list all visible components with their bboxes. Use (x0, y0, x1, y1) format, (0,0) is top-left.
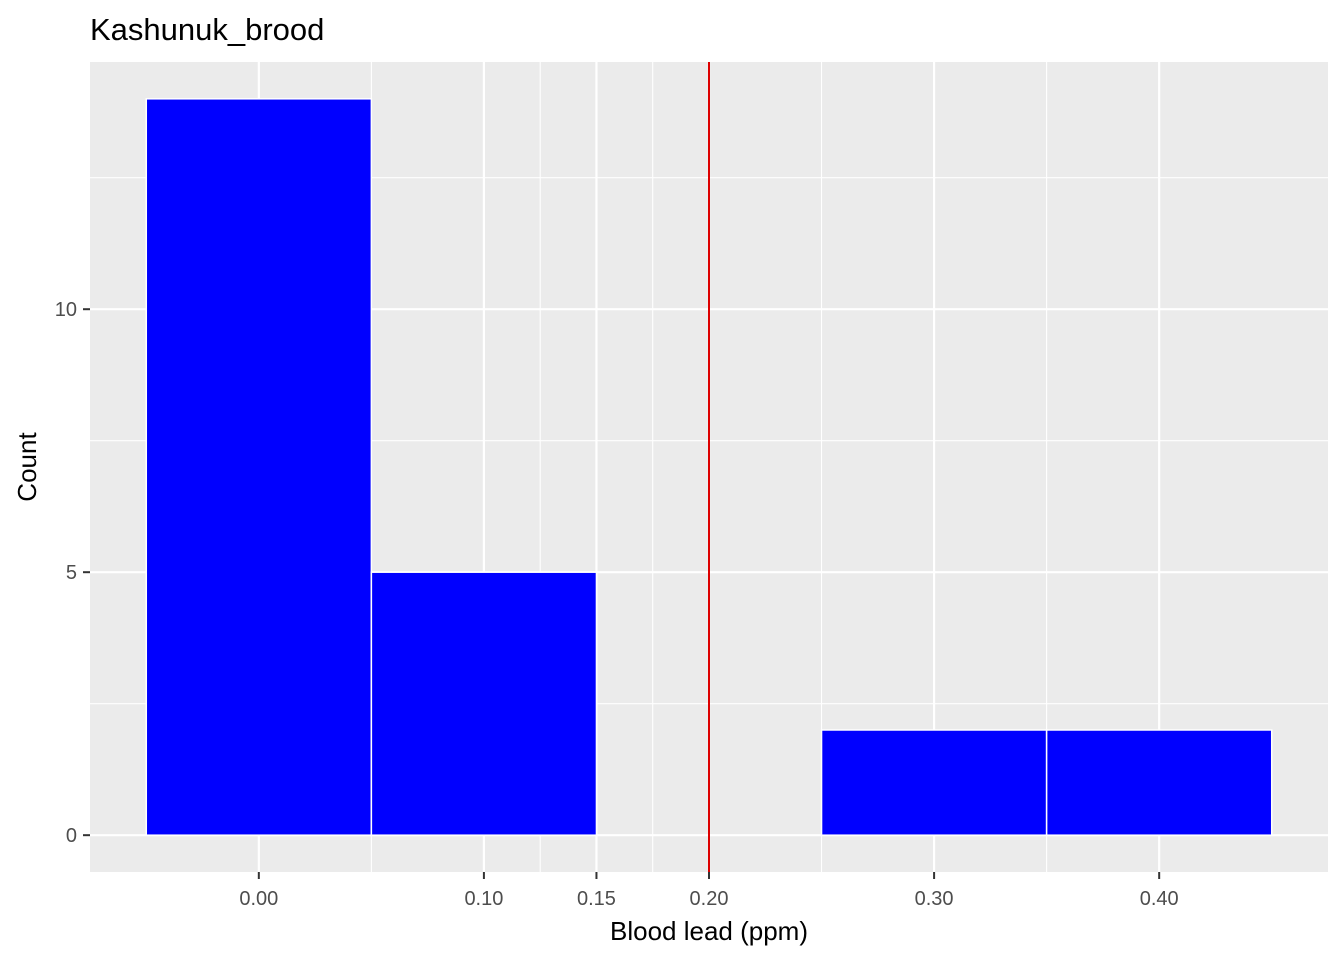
histogram-bar (145, 98, 373, 836)
histogram-bars (145, 98, 1273, 836)
x-tick-label: 0.10 (464, 888, 503, 910)
x-axis: 0.00 0.10 0.15 0.20 0.30 0.40 (239, 872, 1179, 910)
x-tick-label: 0.20 (690, 888, 729, 910)
histogram-bar (1045, 729, 1273, 836)
y-tick-label: 5 (66, 562, 77, 584)
histogram-bar (370, 571, 598, 836)
y-tick-label: 10 (55, 299, 77, 321)
x-tick-label: 0.30 (915, 888, 954, 910)
x-tick-label: 0.40 (1140, 888, 1179, 910)
chart-title: Kashunuk_brood (90, 12, 324, 47)
x-axis-label: Blood lead (ppm) (610, 916, 808, 946)
x-tick-label: 0.00 (239, 888, 278, 910)
histogram-bar (820, 729, 1048, 836)
x-tick-label: 0.15 (577, 888, 616, 910)
y-tick-label: 0 (66, 825, 77, 847)
y-axis-label: Count (12, 432, 42, 502)
y-axis: 0 5 10 (55, 299, 90, 847)
